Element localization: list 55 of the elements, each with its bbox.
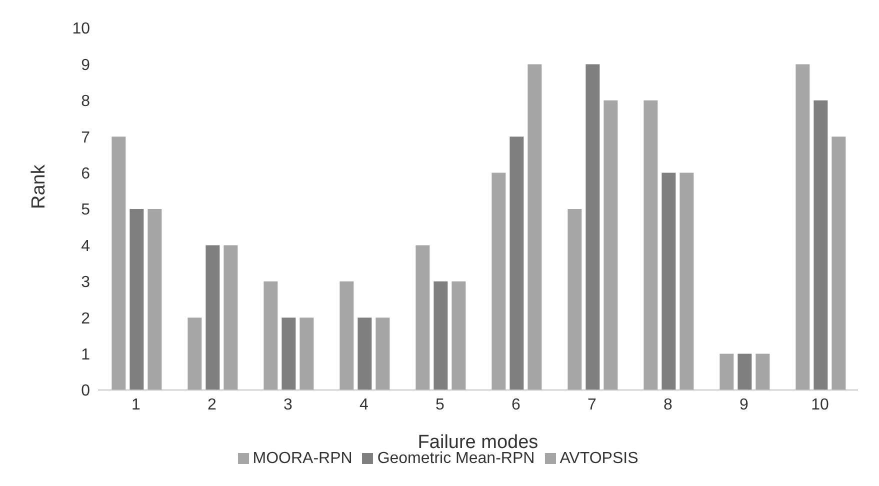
x-tick-label: 9 (740, 396, 749, 414)
bar (492, 172, 506, 390)
legend-label: AVTOPSIS (560, 450, 638, 467)
y-tick-label: 5 (81, 202, 90, 219)
x-tick-label: 7 (588, 396, 597, 414)
bar (586, 64, 600, 390)
bar (814, 100, 828, 390)
bar (756, 354, 770, 390)
bar (434, 281, 448, 390)
bar (264, 281, 278, 390)
bar (282, 318, 296, 390)
bar (568, 209, 582, 390)
x-tick-label: 5 (436, 396, 445, 414)
y-tick-label: 1 (81, 346, 90, 364)
x-tick-label: 10 (811, 396, 829, 414)
bar (206, 245, 220, 390)
legend-label: Geometric Mean-RPN (377, 450, 535, 467)
y-tick-label: 0 (81, 382, 90, 400)
bar (604, 100, 618, 390)
legend-label: MOORA-RPN (252, 450, 352, 467)
bar (832, 136, 846, 390)
x-tick-label: 8 (664, 396, 673, 414)
bar (416, 245, 430, 390)
bar (738, 354, 752, 390)
bar (662, 172, 676, 390)
bar (680, 172, 694, 390)
x-tick-label: 3 (284, 396, 293, 414)
bar (148, 209, 162, 390)
y-tick-label: 10 (72, 20, 90, 38)
bar (644, 100, 658, 390)
bar (188, 318, 202, 390)
bar (130, 209, 144, 390)
bar (510, 136, 524, 390)
y-tick-label: 8 (81, 93, 90, 110)
bar (224, 245, 238, 390)
y-tick-label: 9 (81, 56, 90, 74)
y-tick-label: 6 (81, 165, 90, 182)
bar (112, 136, 126, 390)
y-tick-label: 2 (81, 310, 90, 328)
bar (720, 354, 734, 390)
bar (452, 281, 466, 390)
x-tick-label: 1 (132, 396, 141, 414)
y-axis-title: Rank (28, 164, 50, 209)
y-tick-label: 7 (81, 129, 90, 146)
bar (528, 64, 542, 390)
y-tick-label: 3 (81, 274, 90, 292)
x-tick-label: 6 (512, 396, 521, 414)
bar (340, 281, 354, 390)
bar (796, 64, 810, 390)
bar (376, 318, 390, 390)
x-tick-label: 4 (360, 396, 369, 414)
bar (300, 318, 314, 390)
x-tick-label: 2 (208, 396, 217, 414)
y-tick-label: 4 (81, 238, 90, 255)
bar (358, 318, 372, 390)
